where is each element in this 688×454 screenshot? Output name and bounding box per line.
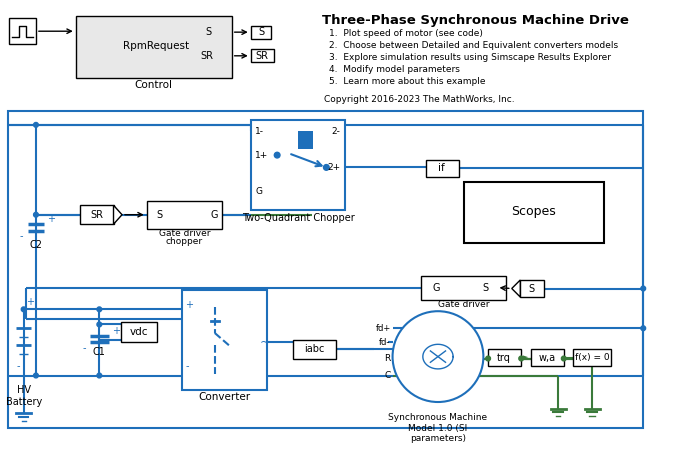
Circle shape	[561, 356, 566, 361]
Text: +: +	[111, 326, 120, 336]
Text: G: G	[432, 282, 440, 292]
Bar	[10, 18, 36, 44]
Bar	[293, 340, 336, 359]
Text: vdc: vdc	[130, 327, 149, 337]
Circle shape	[275, 152, 280, 158]
Text: -: -	[16, 361, 19, 371]
Text: +: +	[47, 214, 55, 224]
Text: S: S	[482, 282, 488, 292]
Text: C1: C1	[93, 347, 106, 357]
Bar	[298, 132, 313, 148]
Text: w,a: w,a	[538, 353, 555, 363]
Text: ►: ►	[524, 355, 528, 360]
Bar	[182, 291, 267, 390]
Text: -: -	[185, 361, 189, 371]
Text: 2-: 2-	[332, 127, 341, 136]
Text: SR: SR	[255, 51, 268, 61]
Text: +: +	[185, 300, 193, 310]
Text: C2: C2	[30, 240, 43, 250]
Text: Copyright 2016-2023 The MathWorks, Inc.: Copyright 2016-2023 The MathWorks, Inc.	[323, 94, 514, 104]
Text: Synchronous Machine
Model 1.0 (SI
parameters): Synchronous Machine Model 1.0 (SI parame…	[389, 413, 488, 443]
Circle shape	[34, 373, 39, 378]
Circle shape	[97, 322, 102, 327]
Text: trq: trq	[497, 353, 511, 363]
Text: 4.  Modify model parameters: 4. Modify model parameters	[329, 65, 460, 74]
Bar	[80, 205, 114, 224]
Text: 5.  Learn more about this example: 5. Learn more about this example	[329, 77, 486, 86]
Text: 3.  Explore simulation results using Simscape Results Explorer: 3. Explore simulation results using Sims…	[329, 53, 611, 62]
Circle shape	[393, 311, 484, 402]
Text: Converter: Converter	[198, 392, 250, 402]
Circle shape	[34, 212, 39, 217]
Text: 1-: 1-	[255, 127, 264, 136]
Bar	[250, 49, 275, 62]
Bar	[250, 120, 345, 210]
Text: iabc: iabc	[304, 344, 324, 354]
Circle shape	[519, 356, 524, 361]
Bar	[76, 16, 232, 78]
Text: S: S	[205, 27, 211, 37]
Text: f(x) = 0: f(x) = 0	[575, 353, 610, 362]
Circle shape	[97, 307, 102, 312]
Text: Two-Quadrant Chopper: Two-Quadrant Chopper	[241, 212, 354, 222]
Bar	[573, 349, 611, 366]
Bar	[121, 321, 157, 342]
Text: 1+: 1+	[255, 151, 268, 160]
Text: -: -	[19, 232, 23, 242]
Text: fd+: fd+	[376, 324, 391, 333]
Text: ~: ~	[272, 336, 282, 349]
Text: Scopes: Scopes	[511, 205, 556, 218]
Circle shape	[97, 373, 102, 378]
Text: SR: SR	[90, 210, 103, 220]
Text: S: S	[528, 283, 535, 293]
Text: 2.  Choose between Detailed and Equivalent converters models: 2. Choose between Detailed and Equivalen…	[329, 41, 619, 50]
Bar	[8, 111, 643, 428]
Text: R: R	[385, 354, 391, 363]
Text: SR: SR	[200, 51, 213, 61]
Circle shape	[641, 286, 645, 291]
Text: Control: Control	[134, 80, 172, 90]
Circle shape	[34, 123, 39, 127]
Text: chopper: chopper	[166, 237, 203, 246]
Polygon shape	[512, 280, 520, 297]
Circle shape	[641, 326, 645, 331]
Circle shape	[323, 165, 329, 170]
Text: -: -	[83, 343, 86, 353]
Text: ~: ~	[259, 336, 270, 349]
Text: S: S	[258, 27, 264, 37]
Text: fd-: fd-	[379, 338, 391, 347]
Bar	[250, 25, 272, 39]
Text: HV
Battery: HV Battery	[6, 385, 42, 407]
Text: 1.  Plot speed of motor (see code): 1. Plot speed of motor (see code)	[329, 30, 483, 38]
Text: C: C	[385, 371, 391, 380]
Bar	[520, 280, 544, 297]
Text: Three-Phase Synchronous Machine Drive: Three-Phase Synchronous Machine Drive	[321, 14, 629, 27]
Text: 2+: 2+	[327, 163, 341, 172]
Text: Gate driver: Gate driver	[159, 229, 211, 238]
Bar	[147, 201, 222, 229]
Polygon shape	[114, 205, 122, 224]
Text: S: S	[156, 210, 162, 220]
Text: +: +	[26, 297, 34, 307]
Bar	[421, 276, 506, 300]
Text: G: G	[211, 210, 219, 220]
Text: RpmRequest: RpmRequest	[123, 41, 189, 51]
Bar	[464, 182, 603, 243]
Text: Gate driver: Gate driver	[438, 300, 489, 309]
Bar	[488, 349, 522, 366]
Text: if: if	[438, 163, 445, 173]
Circle shape	[21, 307, 26, 312]
Bar	[530, 349, 563, 366]
Circle shape	[486, 356, 491, 361]
Text: G: G	[255, 187, 262, 196]
Bar	[426, 160, 459, 177]
